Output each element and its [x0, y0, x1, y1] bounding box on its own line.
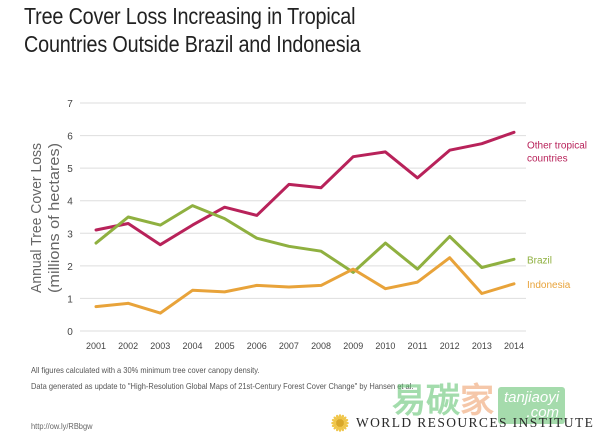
y-tick-label: 5: [67, 164, 73, 175]
y-tick-labels: 0 1 2 3 4 5 6 7: [67, 99, 73, 338]
series-line-other-tropical-countries: [94, 130, 516, 247]
chart-title-line-1: Tree Cover Loss Increasing in Tropical: [24, 3, 356, 29]
series-label-line-2: countries: [527, 153, 568, 164]
x-tick-label: 2006: [247, 341, 267, 352]
x-tick-label: 2011: [408, 341, 428, 352]
y-tick-label: 2: [67, 262, 73, 273]
footnote-data-source: Data generated as update to "High-Resolu…: [31, 381, 414, 391]
chart-title: Tree Cover Loss Increasing in Tropical C…: [24, 2, 471, 58]
x-tick-labels: 2001 2002 2003 2004 2005 2006 2007 2008 2009 2010…: [86, 341, 524, 352]
y-tick-label: 0: [67, 327, 73, 338]
x-tick-label: 2013: [472, 341, 492, 352]
gridlines: [80, 102, 526, 332]
series-label: Brazil: [527, 255, 552, 266]
y-axis-label-line-2: (millions of hectares): [46, 143, 63, 293]
x-tick-label: 2004: [182, 341, 202, 352]
series-labels: Other tropical countries Brazil Indonesia: [527, 140, 587, 290]
sunflower-icon: [331, 414, 349, 432]
x-tick-label: 2005: [215, 341, 235, 352]
wri-logo-text: WORLD RESOURCES INSTITUTE: [356, 415, 595, 430]
wri-logo: WORLD RESOURCES INSTITUTE: [330, 413, 594, 433]
x-tick-label: 2014: [504, 341, 524, 352]
footnote-canopy-density: All figures calculated with a 30% minimu…: [31, 365, 260, 375]
x-tick-label: 2001: [86, 341, 106, 352]
series-line-brazil: [94, 204, 516, 274]
x-tick-label: 2002: [118, 341, 138, 352]
series-line-indonesia: [94, 256, 516, 315]
x-tick-label: 2003: [150, 341, 170, 352]
series-lines: [94, 130, 516, 315]
series-label: Indonesia: [527, 280, 571, 291]
x-tick-label: 2012: [440, 341, 460, 352]
x-tick-label: 2007: [279, 341, 299, 352]
x-tick-label: 2010: [375, 341, 395, 352]
y-tick-label: 1: [67, 294, 73, 305]
series-label: Other tropical: [527, 140, 587, 151]
y-tick-label: 4: [67, 197, 73, 208]
y-tick-label: 6: [67, 132, 73, 143]
y-tick-label: 7: [67, 99, 73, 110]
y-axis-label-line-1: Annual Tree Cover Loss: [28, 143, 45, 293]
source-link[interactable]: http://ow.ly/RBbgw: [31, 421, 93, 431]
x-tick-label: 2009: [343, 341, 363, 352]
chart-title-line-2: Countries Outside Brazil and Indonesia: [24, 31, 361, 57]
x-tick-label: 2008: [311, 341, 331, 352]
y-tick-label: 3: [67, 229, 73, 240]
